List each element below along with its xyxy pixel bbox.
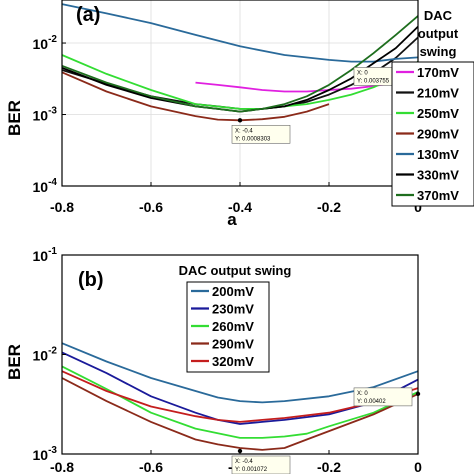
x-tick-label: -0.6	[139, 199, 163, 215]
data-tip-box: X: -0.4 Y: 0.001072	[231, 455, 291, 474]
x-tick-label: -0.2	[317, 459, 341, 474]
legend-title-a-line2: output	[418, 26, 459, 41]
data-tip-text: Y: 0.00402	[357, 399, 386, 405]
series-line-290mV	[61, 71, 330, 122]
legend-label-170mV: 170mV	[417, 65, 459, 80]
legend-label-330mV: 330mV	[417, 168, 459, 183]
legend-title-b: DAC output swing	[179, 263, 292, 278]
data-tip-text: X: -0.4	[235, 459, 253, 465]
data-tip-box: X: -0.4 Y: 0.0008303	[231, 124, 291, 144]
series-line-370mV	[61, 15, 419, 113]
data-tip-marker	[237, 118, 243, 123]
data-tip-text: X: 0	[357, 391, 368, 397]
grid-a	[61, 0, 419, 187]
legend-label-200mV: 200mV	[212, 284, 254, 299]
data-tip-marker	[237, 448, 243, 454]
legend-title-a-line1: DAC	[424, 8, 453, 23]
legend-a: 170mV 210mV 250mV 290mV 130mV 330mV 370mV	[391, 61, 474, 207]
legend-label-250mV: 250mV	[417, 106, 459, 121]
data-tip-text: Y: 0.0008303	[235, 136, 271, 142]
data-tip-text: Y: 0.001072	[235, 467, 268, 473]
legend-label-260mV: 260mV	[212, 319, 254, 334]
x-tick-label: -0.8	[50, 199, 74, 215]
data-tip-background	[231, 124, 291, 144]
data-tip-box: X: 0 Y: 0.00402	[353, 387, 413, 407]
legend-label-210mV: 210mV	[417, 86, 459, 101]
x-tick-label: -0.6	[139, 459, 163, 474]
legend-label-320mV: 320mV	[212, 354, 254, 369]
series-line-230mV	[61, 351, 419, 425]
data-tip-background	[353, 387, 413, 407]
legend-b: 200mV 230mV 260mV 290mV 320mV	[186, 281, 270, 373]
ticks-a: -0.8 -0.6 -0.4 -0.2 0 10-2 10-3 10-4	[33, 34, 423, 215]
y-tick-label: 10-4	[33, 177, 58, 195]
y-tick-label: 10-1	[33, 246, 58, 264]
panel-label-a: (a)	[76, 4, 100, 26]
series-line-200mV	[61, 342, 419, 404]
y-tick-label: 10-3	[33, 445, 58, 463]
data-tip-text: Y: 0.003755	[357, 78, 390, 84]
legend-label-290mV: 290mV	[417, 127, 459, 142]
data-tip-text: X: -0.4	[235, 128, 253, 134]
x-tick-label: -0.4	[228, 199, 252, 215]
data-tip-text: X: 0	[357, 70, 368, 76]
legend-title-a: DAC output swing	[418, 8, 459, 59]
y-axis-label-b: BER	[5, 344, 24, 380]
series-line-260mV	[61, 365, 419, 439]
x-tick-label: -0.8	[50, 459, 74, 474]
chart-panel-a: -0.8 -0.6 -0.4 -0.2 010-210-310-4 (a) BER a …	[5, 0, 474, 229]
y-tick-label: 10-3	[33, 106, 58, 124]
y-tick-label: 10-2	[33, 34, 58, 52]
legend-label-130mV: 130mV	[417, 147, 459, 162]
series-line-290mV	[61, 377, 419, 451]
series-line-130mV	[61, 3, 419, 63]
y-tick-label: 10-2	[33, 346, 58, 364]
panel-label-b: (b)	[78, 269, 104, 291]
legend-label-370mV: 370mV	[417, 188, 459, 203]
x-tick-label: -0.2	[317, 199, 341, 215]
legend-title-a-line3: swing	[420, 44, 457, 59]
data-tips-b: X: -0.4 Y: 0.001072 X: 0 Y: 0.00402	[231, 387, 421, 474]
data-tip-marker	[415, 391, 421, 397]
y-axis-label-a: BER	[5, 100, 24, 136]
series-line-320mV	[61, 370, 419, 423]
x-tick-label: 0	[414, 199, 422, 215]
series-line-330mV	[61, 25, 419, 113]
legend-label-230mV: 230mV	[212, 302, 254, 317]
legend-label-290mV: 290mV	[212, 337, 254, 352]
x-axis-label-a: a	[227, 210, 237, 229]
x-tick-label: 0	[414, 459, 422, 474]
series-lines-b	[61, 342, 419, 451]
